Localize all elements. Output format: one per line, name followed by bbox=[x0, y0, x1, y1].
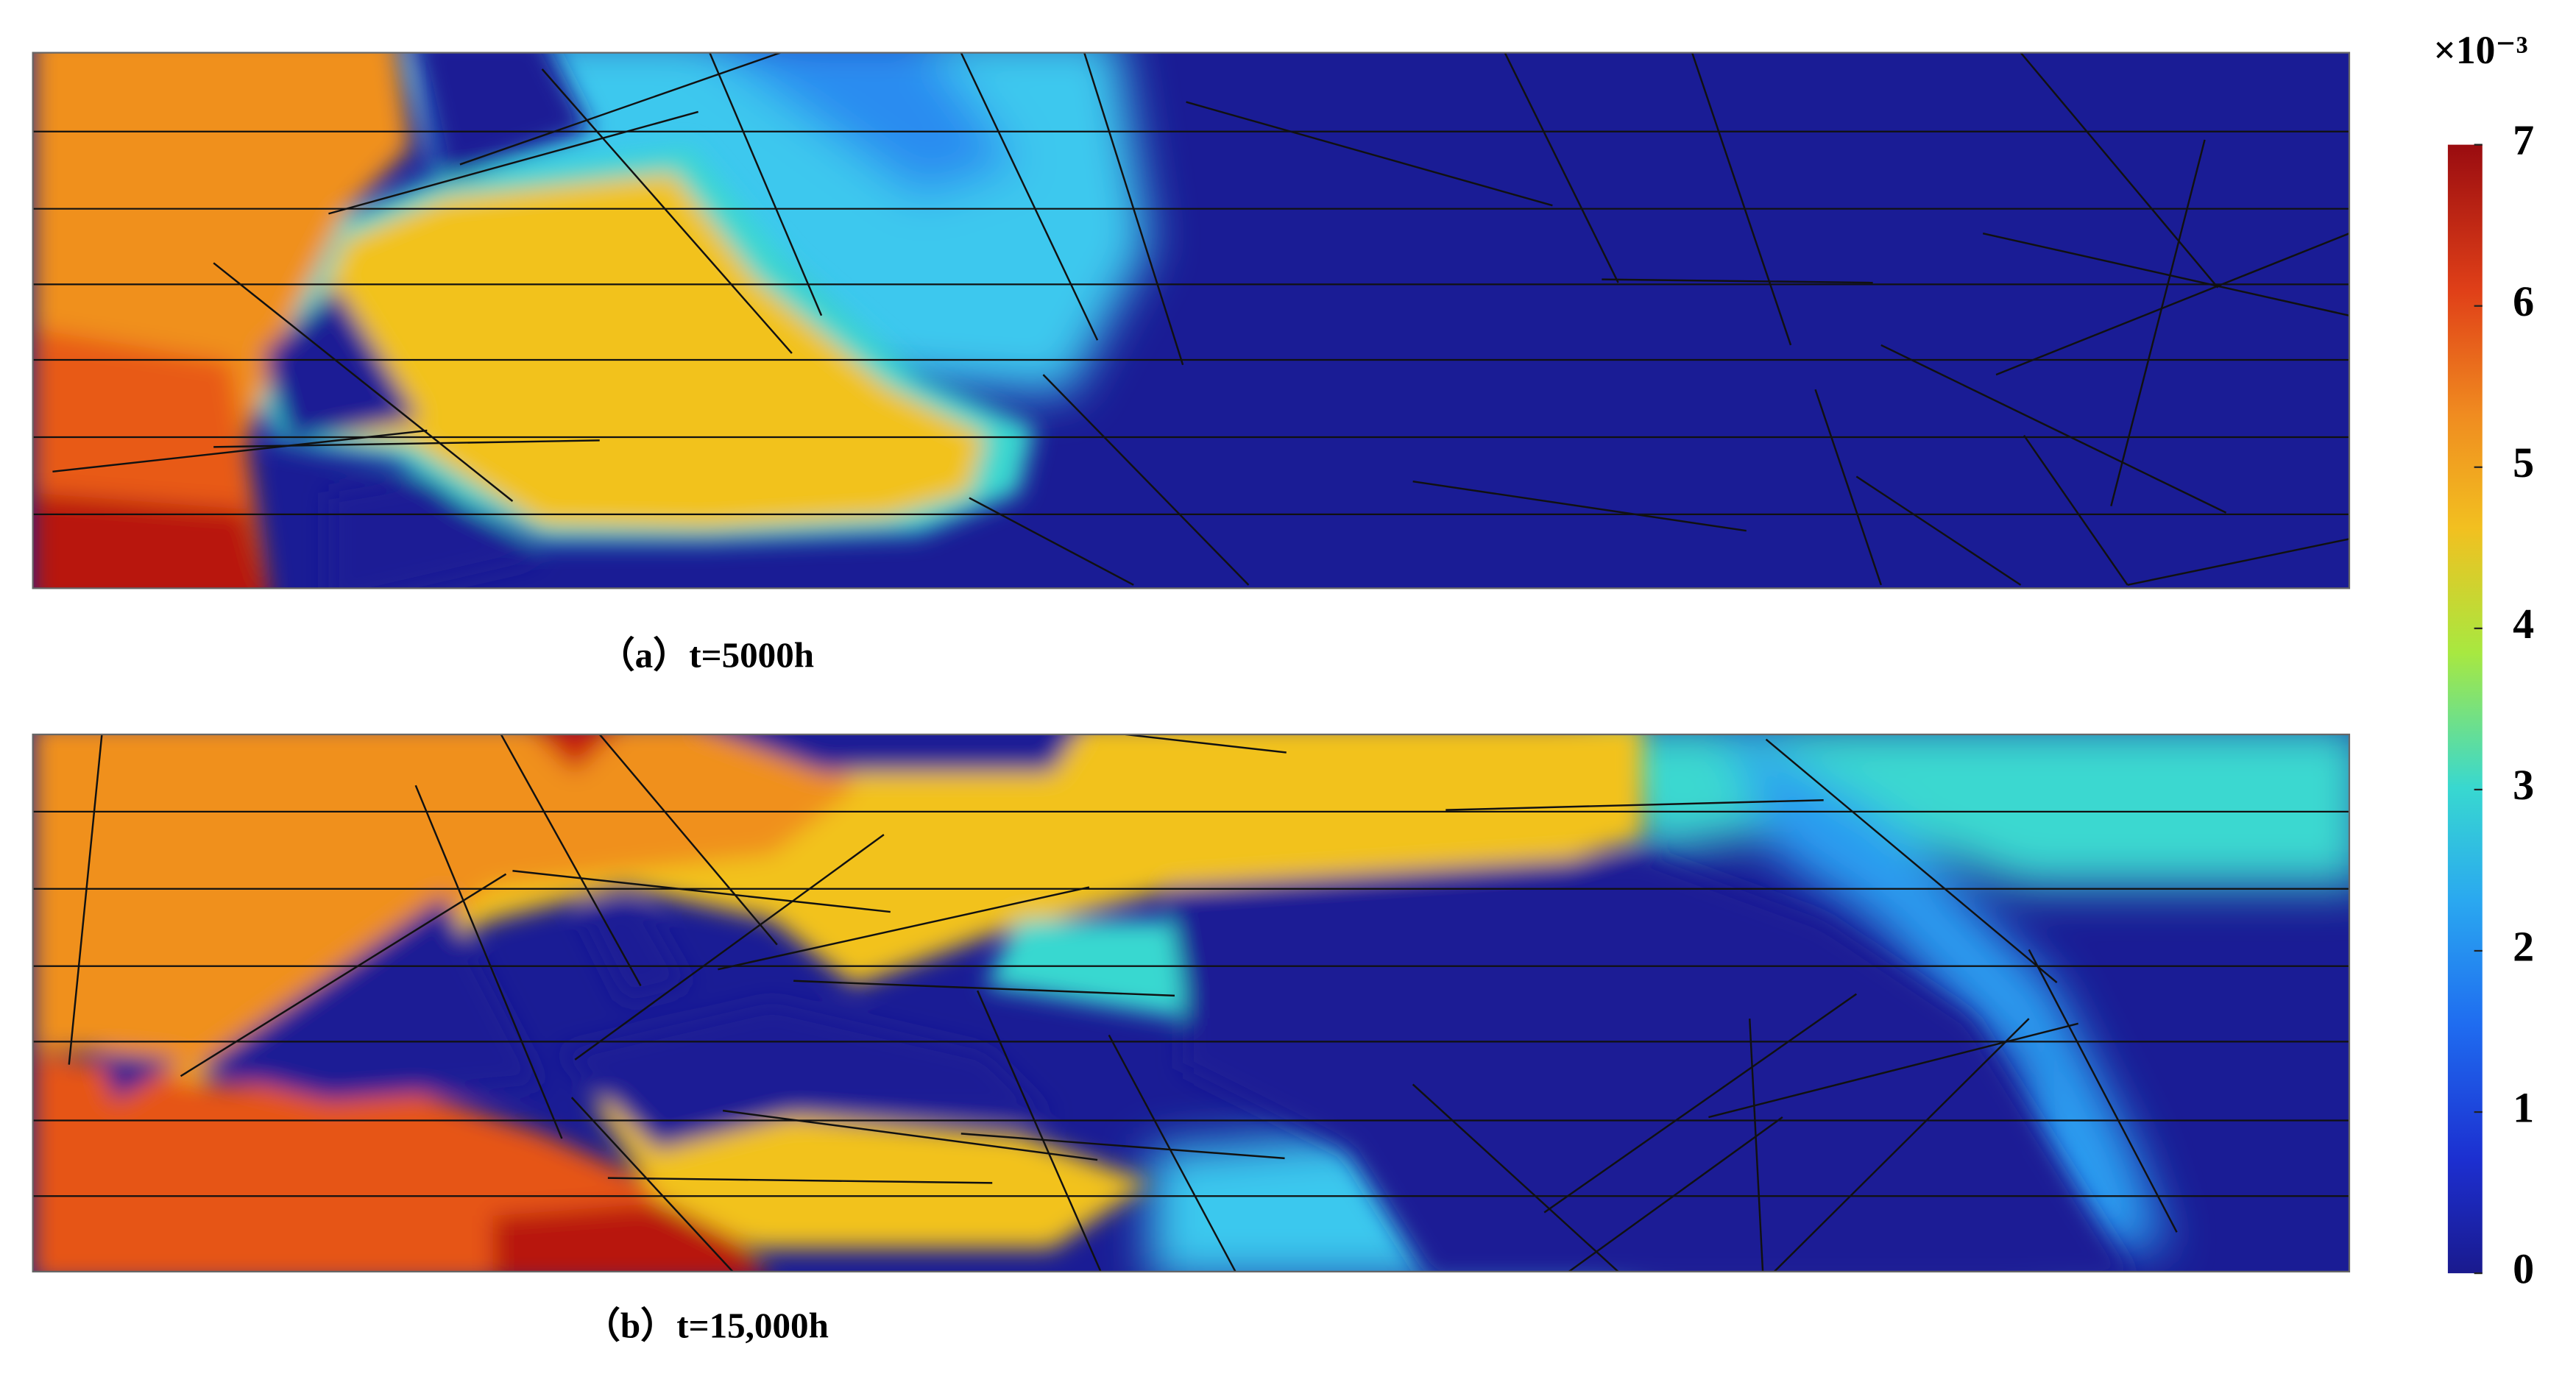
field-panel-a bbox=[32, 52, 2349, 589]
colorbar-tick-label: 5 bbox=[2513, 439, 2534, 486]
colorbar-tick-label: 6 bbox=[2513, 277, 2534, 325]
colorbar-tick-label: 3 bbox=[2513, 761, 2534, 809]
panel-frame bbox=[32, 733, 2351, 1272]
colorbar-tick-label: 2 bbox=[2513, 922, 2534, 970]
field-panel-b bbox=[32, 734, 2349, 1272]
colorbar bbox=[2447, 144, 2483, 1274]
colorbar-tick-label: 0 bbox=[2513, 1244, 2534, 1292]
panel-frame bbox=[32, 52, 2351, 589]
colorbar-tick-label: 1 bbox=[2513, 1083, 2534, 1131]
colorbar-tick-label: 4 bbox=[2513, 600, 2534, 648]
colorbar-tick-label: 7 bbox=[2513, 116, 2534, 164]
colorbar-label: ×10⁻³ bbox=[2433, 28, 2527, 72]
panel-caption: （b）t=15,000h bbox=[584, 1305, 829, 1345]
panel-caption: （a）t=5000h bbox=[599, 635, 815, 676]
